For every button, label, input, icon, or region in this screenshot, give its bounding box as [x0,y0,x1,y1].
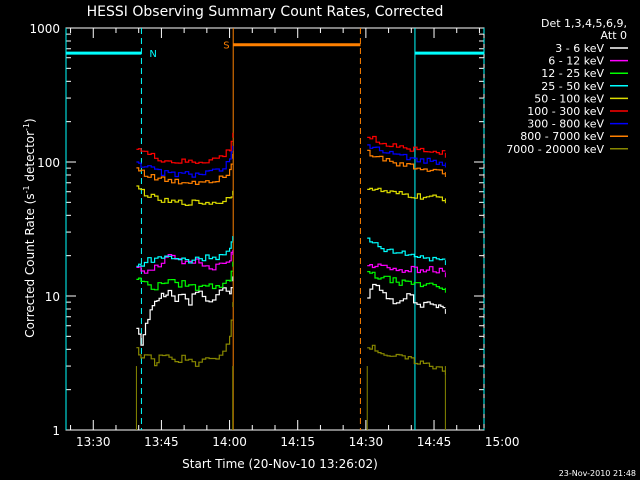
legend-label-3: 25 - 50 keV [541,80,604,93]
series-line [136,287,233,346]
y-tick-label: 10 [45,290,60,304]
legend-label-0: 3 - 6 keV [555,42,604,55]
series-4 [136,185,446,206]
series-7 [136,149,446,185]
y-axis-label-exp: -1 [22,123,31,131]
series-line [136,163,233,185]
y-axis-label-part: Corrected Count Rate (s [23,193,37,337]
plot-area: 1000 100 10 1 13:30 13:45 14:00 14:15 14:30 14:45… [29,22,519,449]
series-6 [136,144,446,178]
y-tick-label: 100 [37,156,60,170]
legend-label-4: 50 - 100 keV [534,92,604,105]
flag-label: S [223,41,229,52]
series-line [367,135,446,155]
legend-label-1: 6 - 12 keV [548,55,604,68]
series-3 [136,236,446,267]
x-tick-label: 14:15 [280,435,315,449]
chart-title: HESSI Observing Summary Count Rates, Cor… [87,4,444,20]
y-tick-label: 1 [52,424,60,438]
series-line [367,263,446,274]
series-line [136,319,233,367]
series-line [136,185,233,206]
series-line [136,251,233,274]
x-tick-label: 14:00 [212,435,247,449]
series-5 [136,132,446,164]
series-8 [136,302,446,375]
series-line [136,270,233,291]
series-line [136,151,233,178]
x-tick-label: 15:00 [485,435,520,449]
x-tick-label: 14:45 [417,435,452,449]
legend-label-2: 12 - 25 keV [541,67,604,80]
x-tick-label: 13:45 [144,435,179,449]
y-axis-label-part: detector [23,131,37,186]
x-tick-label: 14:30 [349,435,384,449]
series-1 [136,250,446,278]
x-axis-label: Start Time (20-Nov-10 13:26:02) [182,457,378,471]
series-line [367,271,446,290]
series-line [367,187,446,202]
y-tick-label: 1000 [29,22,60,36]
x-tick-label: 13:30 [76,435,111,449]
legend-label-8: 7000 - 20000 keV [506,143,604,156]
series-line [136,241,233,267]
series-line [136,140,233,164]
legend-header-line-2: Att 0 [601,29,627,42]
series-line [367,283,446,309]
flag-label: N [149,49,156,60]
series-line [367,237,446,262]
footer-date: 23-Nov-2010 21:48 [559,469,636,478]
series-line [367,344,446,372]
y-axis-label-part: ) [23,118,37,123]
legend-label-6: 300 - 800 keV [527,118,604,131]
legend-label-7: 800 - 7000 keV [520,130,604,143]
legend-header-line-1: Det 1,3,4,5,6,9, [541,17,627,30]
series-line [367,149,446,175]
y-axis-label-exp: -1 [22,185,31,193]
legend-label-5: 100 - 300 keV [527,105,604,118]
series-2 [136,261,446,293]
y-axis-label: Corrected Count Rate (s-1 detector-1) [22,118,37,337]
series-line [367,144,446,166]
series-0 [136,276,446,346]
